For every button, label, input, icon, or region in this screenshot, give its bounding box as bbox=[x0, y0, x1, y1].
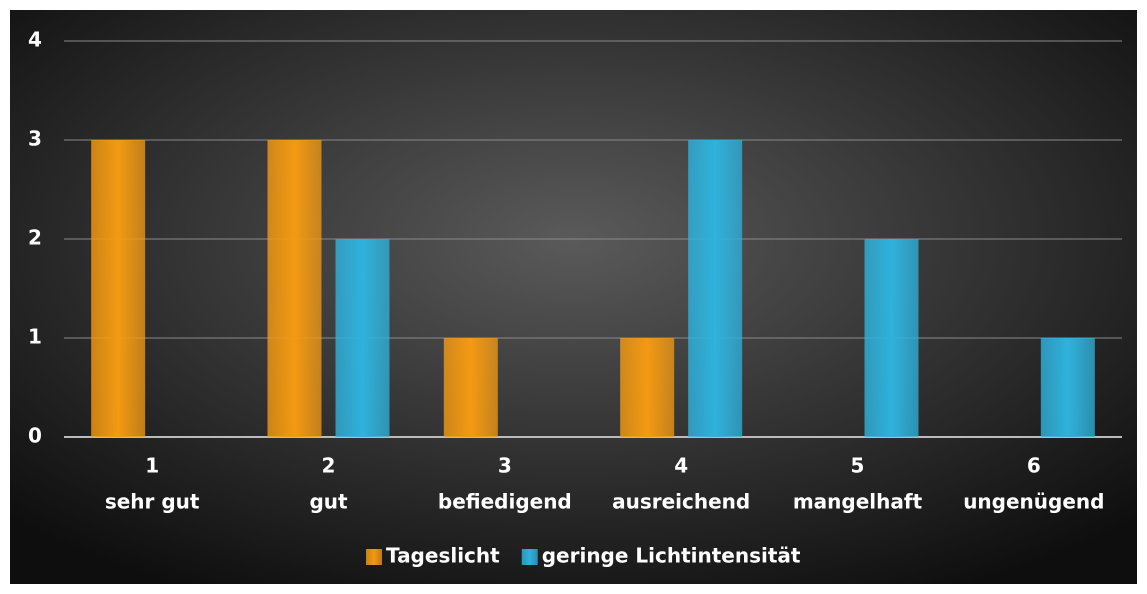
bar bbox=[91, 140, 146, 437]
x-tick-label: 6 bbox=[1027, 454, 1041, 478]
x-tick-label: 2 bbox=[322, 454, 336, 478]
x-tick-label: gut bbox=[309, 490, 348, 514]
x-tick-label: ungenügend bbox=[963, 490, 1104, 514]
y-tick-label: 4 bbox=[28, 28, 42, 52]
x-tick-label: befiedigend bbox=[438, 490, 572, 514]
bar bbox=[864, 239, 919, 437]
bar bbox=[443, 338, 498, 437]
legend-label: Tageslicht bbox=[386, 544, 500, 568]
y-tick-label: 2 bbox=[28, 226, 42, 250]
y-tick-label: 0 bbox=[28, 424, 42, 448]
bar bbox=[267, 140, 322, 437]
bar bbox=[620, 338, 675, 437]
x-tick-label: 1 bbox=[145, 454, 159, 478]
y-tick-label: 3 bbox=[28, 127, 42, 151]
bar bbox=[1040, 338, 1095, 437]
x-tick-label: ausreichend bbox=[612, 490, 750, 514]
legend-label: geringe Lichtintensität bbox=[542, 544, 801, 568]
x-tick-label: mangelhaft bbox=[793, 490, 923, 514]
bar bbox=[688, 140, 743, 437]
legend-swatch bbox=[521, 549, 538, 565]
y-tick-label: 1 bbox=[28, 325, 42, 349]
x-tick-label: 4 bbox=[674, 454, 688, 478]
chart-background bbox=[10, 10, 1137, 584]
x-tick-label: 3 bbox=[498, 454, 512, 478]
x-tick-label: 5 bbox=[851, 454, 865, 478]
legend-swatch bbox=[366, 549, 382, 565]
bar bbox=[335, 239, 390, 437]
x-tick-label: sehr gut bbox=[105, 490, 200, 514]
